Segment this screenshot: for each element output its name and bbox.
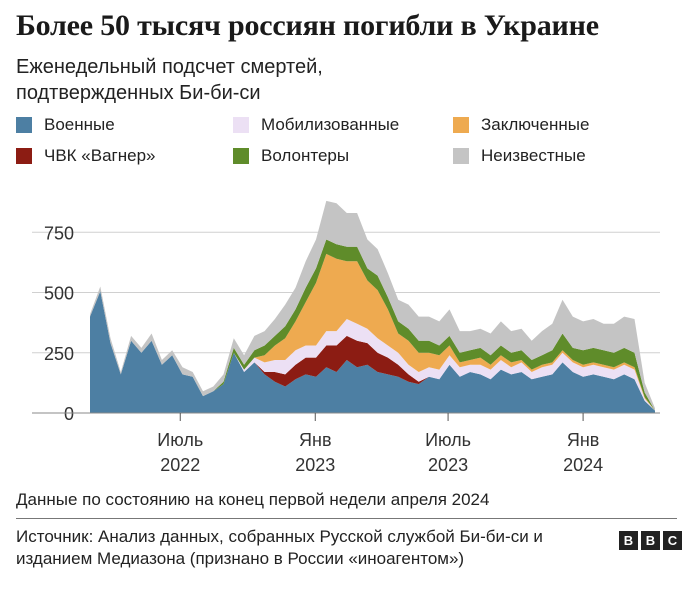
y-tick-label: 750 <box>44 223 74 243</box>
area-series <box>90 291 655 411</box>
bbc-logo-letter: B <box>641 531 660 550</box>
area-series <box>90 239 655 411</box>
x-tick-label: 2024 <box>563 455 603 475</box>
area-series <box>90 253 655 411</box>
legend-label-prisoners: Заключенные <box>481 115 590 134</box>
legend-label-unknown: Неизвестные <box>481 146 586 165</box>
area-series <box>90 291 655 413</box>
legend-label-military: Военные <box>44 115 115 134</box>
legend-swatch-unknown <box>453 148 469 164</box>
chart-title: Более 50 тысяч россиян погибли в Украине <box>16 9 599 42</box>
x-tick-label: 2023 <box>428 455 468 475</box>
legend-swatch-wagner <box>16 148 32 164</box>
legend-item-unknown: Неизвестные <box>453 144 586 168</box>
x-tick-label: 2023 <box>295 455 335 475</box>
footnote: Данные по состоянию на конец первой неде… <box>16 490 490 509</box>
y-tick-label: 500 <box>44 284 74 304</box>
legend-item-prisoners: Заключенные <box>453 113 589 137</box>
legend-swatch-military <box>16 117 32 133</box>
y-tick-label: 250 <box>44 344 74 364</box>
source-note: Источник: Анализ данных, собранных Русск… <box>16 527 543 568</box>
bbc-logo-letter: C <box>663 531 682 550</box>
legend-item-wagner: ЧВК «Вагнер» <box>16 144 156 168</box>
stacked-area-chart: 0 250 500 750 Июль 2022 Янв 2023 Июль 2023 Янв 2024 <box>32 200 660 475</box>
legend-swatch-mobilized <box>233 117 249 133</box>
x-tick-label: 2022 <box>160 455 200 475</box>
x-tick-label: Янв <box>567 430 600 450</box>
legend-label-mobilized: Мобилизованные <box>261 115 400 134</box>
bbc-logo-letter: B <box>619 531 638 550</box>
x-tick-label: Июль <box>425 430 471 450</box>
bbc-logo: B B C <box>619 531 682 550</box>
legend: Военные Мобилизованные Заключенные ЧВК «… <box>16 113 686 173</box>
legend-item-mobilized: Мобилизованные <box>233 113 399 137</box>
legend-label-volunteers: Волонтеры <box>261 146 350 165</box>
legend-swatch-prisoners <box>453 117 469 133</box>
y-tick-label: 0 <box>64 404 74 424</box>
legend-label-wagner: ЧВК «Вагнер» <box>44 146 156 165</box>
legend-swatch-volunteers <box>233 148 249 164</box>
legend-item-military: Военные <box>16 113 115 137</box>
legend-item-volunteers: Волонтеры <box>233 144 349 168</box>
chart-subtitle: Еженедельный подсчет смертей, подтвержде… <box>16 56 323 104</box>
divider <box>16 518 677 519</box>
x-tick-label: Янв <box>299 430 332 450</box>
x-tick-label: Июль <box>157 430 203 450</box>
